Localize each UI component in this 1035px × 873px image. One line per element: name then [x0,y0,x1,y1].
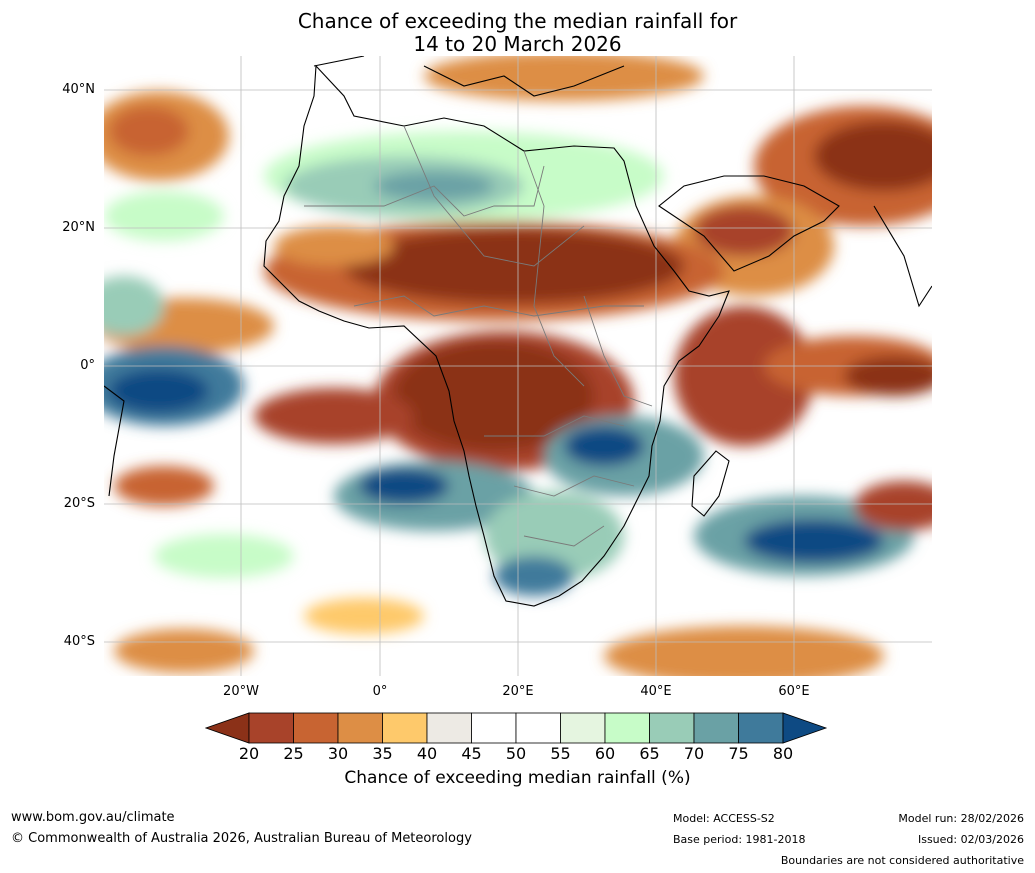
footer-model-run: Model run: 28/02/2026 [898,812,1024,825]
south-america-coastline [104,385,125,497]
lon-label-60e: 60°E [778,684,810,699]
colorbar-bin-70-75 [693,712,739,744]
coastlines [104,56,932,607]
lat-label-40n: 40°N [62,82,95,97]
colorbar-bin-65-70 [649,712,695,744]
lon-label-20w: 20°W [223,684,259,699]
india-coastline [873,205,932,308]
footer-website: www.bom.gov.au/climate [11,810,175,825]
colorbar-bin-50-55 [515,712,561,744]
colorbar-bin-30-35 [337,712,383,744]
lat-label-20s: 20°S [63,496,95,511]
colorbar-tick-label: 25 [283,744,304,763]
colorbar-under-arrow [205,712,250,744]
colorbar-tick-label: 75 [728,744,749,763]
lat-label-20n: 20°N [62,220,95,235]
colorbar-bin-60-65 [604,712,650,744]
graticule [104,56,932,676]
rainfall-probability-map [104,56,932,676]
colorbar-bin-25-30 [293,712,339,744]
map-title-line1: Chance of exceeding the median rainfall … [297,9,738,33]
colorbar-over-arrow [782,712,828,744]
colorbar-tick-label: 30 [327,744,349,763]
colorbar-tick-label: 65 [639,744,660,763]
colorbar-tick-label: 35 [372,744,393,763]
colorbar-bin-20-25 [248,712,294,744]
lon-label-0: 0° [372,684,388,699]
map-title-line2: 14 to 20 March 2026 [413,32,622,56]
colorbar-bin-55-60 [560,712,606,744]
footer-copyright: © Commonwealth of Australia 2026, Austra… [11,831,472,846]
colorbar-bin-40-45 [426,712,472,744]
rainfall-anomaly-fields [104,56,932,676]
footer-issued: Issued: 02/03/2026 [917,833,1024,846]
colorbar [205,712,828,744]
lat-label-equator: 0° [80,358,95,373]
colorbar-tick-label: 80 [772,744,794,763]
arabia-coastline [658,175,840,272]
colorbar-tick-label: 50 [505,744,527,763]
colorbar-tick-label: 45 [461,744,482,763]
colorbar-tick-label: 70 [683,744,705,763]
footer-model: Model: ACCESS-S2 [673,812,775,825]
footer-base-period: Base period: 1981-2018 [673,833,806,846]
europe-coastline [313,56,625,97]
lon-label-40e: 40°E [640,684,672,699]
colorbar-label: Chance of exceeding median rainfall (%) [344,768,691,788]
country-borders [304,125,653,547]
colorbar-bin-45-50 [471,712,517,744]
lat-label-40s: 40°S [63,634,95,649]
colorbar-bin-75-80 [738,712,784,744]
colorbar-bin-35-40 [382,712,428,744]
madagascar-coastline [691,450,730,517]
colorbar-tick-label: 40 [416,744,438,763]
colorbar-tick-label: 55 [550,744,571,763]
lon-label-20e: 20°E [502,684,534,699]
africa-coastline [263,64,730,607]
colorbar-tick-label: 60 [594,744,616,763]
colorbar-tick-label: 20 [238,744,260,763]
footer-disclaimer: Boundaries are not considered authoritat… [780,854,1024,867]
